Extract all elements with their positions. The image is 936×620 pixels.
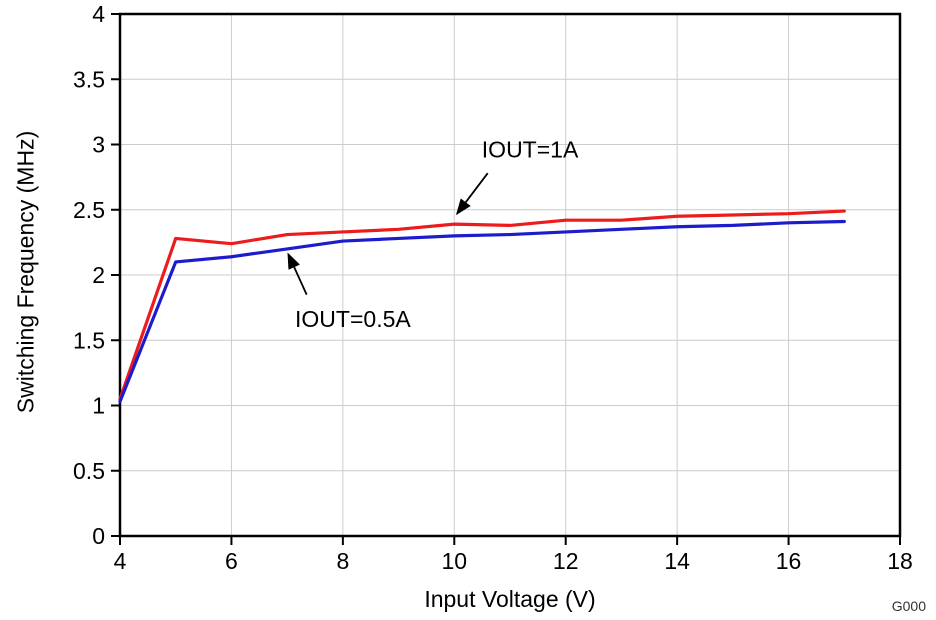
y-tick-label: 0 xyxy=(92,523,105,549)
series-line-iout-1a xyxy=(118,209,846,401)
x-tick-label: 4 xyxy=(114,548,127,574)
annotation-arrow xyxy=(455,172,489,216)
annotation-text-iout-0-5a: IOUT=0.5A xyxy=(295,306,411,332)
y-tick-label: 1.5 xyxy=(73,327,105,353)
series-line-iout-0-5a xyxy=(118,219,846,404)
x-tick-label: 10 xyxy=(441,548,467,574)
x-tick-label: 16 xyxy=(776,548,802,574)
annotation-text-iout-1a: IOUT=1A xyxy=(482,137,579,163)
y-tick-label: 2 xyxy=(92,262,105,288)
y-tick-label: 3 xyxy=(92,132,105,158)
x-tick-label: 18 xyxy=(887,548,913,574)
y-tick-label: 2.5 xyxy=(73,197,105,223)
y-tick-label: 0.5 xyxy=(73,458,105,484)
x-tick-label: 6 xyxy=(225,548,238,574)
annotation-arrow xyxy=(287,252,308,295)
x-axis-label: Input Voltage (V) xyxy=(424,586,596,612)
x-tick-label: 12 xyxy=(553,548,579,574)
y-tick-label: 3.5 xyxy=(73,66,105,92)
figure-code-label: G000 xyxy=(891,598,926,614)
y-axis-label: Switching Frequency (MHz) xyxy=(12,130,39,414)
x-tick-label: 14 xyxy=(664,548,690,574)
y-tick-label: 4 xyxy=(92,1,105,27)
y-tick-label: 1 xyxy=(92,393,105,419)
x-tick-label: 8 xyxy=(336,548,349,574)
